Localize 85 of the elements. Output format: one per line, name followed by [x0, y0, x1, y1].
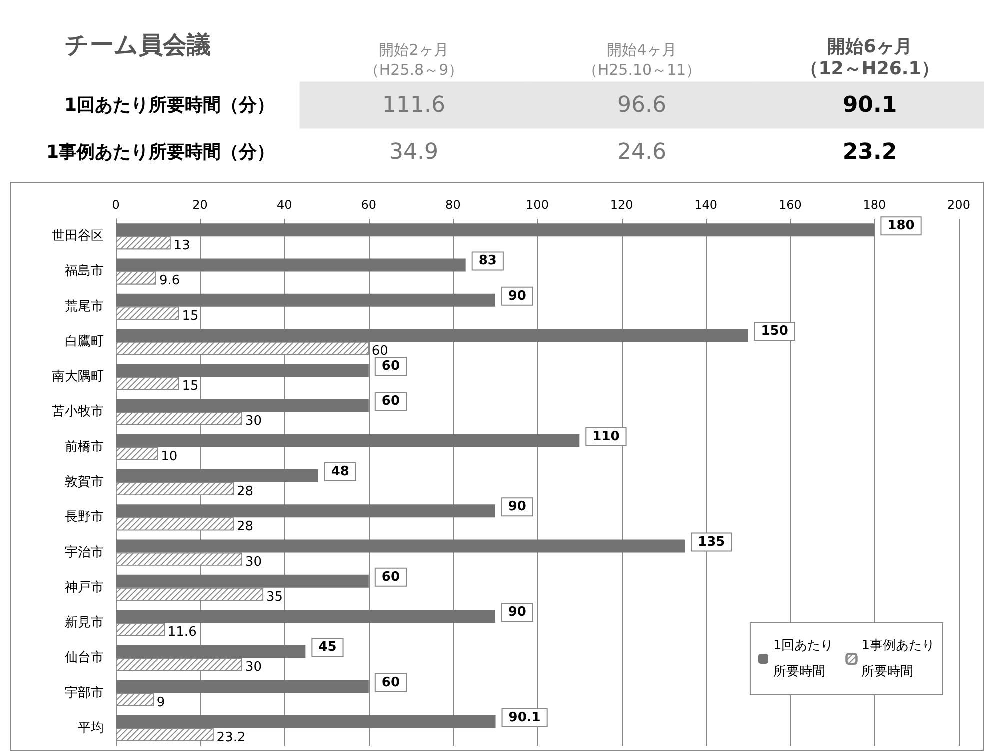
y-tick-label: 荒尾市 — [65, 299, 104, 314]
data-label: 60 — [382, 394, 400, 410]
data-label: 13 — [174, 238, 190, 254]
data-label: 11.6 — [168, 625, 197, 640]
bar — [116, 399, 369, 412]
data-label: 90 — [508, 605, 526, 620]
data-label: 60 — [382, 359, 400, 374]
chart-title: チーム員会議 — [65, 31, 211, 59]
legend-label: 1事例あたり所要時間 — [862, 638, 936, 680]
x-tick-label: 120 — [610, 198, 634, 212]
data-label: 24.6 — [618, 140, 666, 165]
data-label: 45 — [318, 640, 337, 656]
legend-label: 1回あたり所要時間 — [773, 638, 834, 680]
bar — [116, 715, 496, 728]
x-tick-label: 60 — [361, 198, 377, 212]
x-tick-label: 40 — [276, 198, 292, 212]
data-label: 28 — [237, 484, 254, 500]
y-tick-label: 1事例あたり所要時間（分） — [46, 142, 275, 163]
y-tick-label: 新見市 — [65, 616, 104, 631]
data-label: 9 — [156, 695, 166, 710]
x-tick-label: 100 — [526, 198, 549, 212]
bar — [116, 574, 369, 588]
y-tick-label: 世田谷区 — [52, 229, 104, 244]
bar — [116, 224, 875, 237]
bar — [116, 258, 466, 272]
data-label: 35 — [266, 590, 284, 605]
x-tick-label: 200 — [948, 198, 970, 212]
data-label: 60 — [382, 675, 400, 690]
bar — [116, 540, 686, 553]
data-label: 15 — [182, 308, 199, 324]
data-label: 30 — [245, 414, 262, 430]
y-tick-label: 神戸市 — [65, 580, 104, 596]
y-tick-label: 平均 — [78, 720, 104, 736]
x-tick-label: 開始4ヶ月（H25.10～11） — [582, 41, 702, 79]
data-label: 90 — [508, 288, 526, 304]
data-label: 180 — [888, 218, 915, 234]
bar — [116, 504, 496, 518]
bar — [116, 680, 369, 694]
y-tick-label: 南大隅町 — [52, 370, 104, 385]
data-label: 135 — [698, 534, 726, 550]
y-tick-label: 福島市 — [65, 264, 104, 280]
data-label: 60 — [382, 570, 400, 585]
data-label: 90 — [508, 500, 526, 515]
bar — [116, 434, 580, 448]
y-tick-label: 苫小牧市 — [52, 404, 104, 420]
data-label: 23.2 — [216, 730, 246, 746]
data-label: 34.9 — [390, 140, 438, 165]
data-label: 111.6 — [382, 93, 446, 118]
data-label: 30 — [245, 660, 262, 676]
x-tick-label: 開始6ヶ月（12～H26.1） — [800, 36, 940, 80]
bar — [116, 470, 318, 482]
x-tick-label: 180 — [863, 198, 886, 212]
x-tick-label: 80 — [446, 198, 461, 212]
y-tick-label: 長野市 — [65, 510, 104, 526]
y-tick-label: 宇治市 — [65, 544, 104, 560]
data-label: 110 — [592, 429, 620, 444]
x-tick-label: 160 — [778, 198, 802, 212]
y-tick-label: 前橋市 — [65, 440, 104, 455]
bar — [116, 364, 369, 378]
bar — [116, 294, 496, 307]
y-tick-label: 敦賀市 — [65, 475, 104, 490]
data-label: 83 — [478, 254, 497, 269]
y-tick-label: 白鷹町 — [65, 333, 104, 350]
x-tick-label: 0 — [112, 198, 120, 212]
y-tick-label: 宇部市 — [65, 684, 104, 701]
data-label: 23.2 — [842, 140, 898, 165]
data-label: 90.1 — [508, 710, 541, 726]
data-label: 90.1 — [842, 93, 898, 118]
data-label: 15 — [182, 379, 199, 394]
data-label: 9.6 — [159, 274, 180, 289]
y-tick-label: 仙台市 — [65, 650, 104, 666]
x-tick-label: 20 — [192, 198, 208, 212]
bar — [116, 610, 496, 624]
data-label: 28 — [237, 520, 254, 535]
bar — [116, 328, 748, 342]
data-label: 150 — [761, 324, 788, 339]
data-label: 30 — [245, 554, 262, 570]
data-label: 48 — [331, 464, 350, 480]
data-label: 60 — [372, 344, 388, 359]
y-tick-label: 1回あたり所要時間（分） — [64, 95, 275, 116]
bar — [116, 645, 306, 658]
data-label: 96.6 — [618, 93, 666, 118]
data-label: 10 — [161, 449, 178, 464]
x-tick-label: 140 — [694, 198, 718, 212]
x-tick-label: 開始2ヶ月（H25.8～9） — [364, 41, 464, 79]
